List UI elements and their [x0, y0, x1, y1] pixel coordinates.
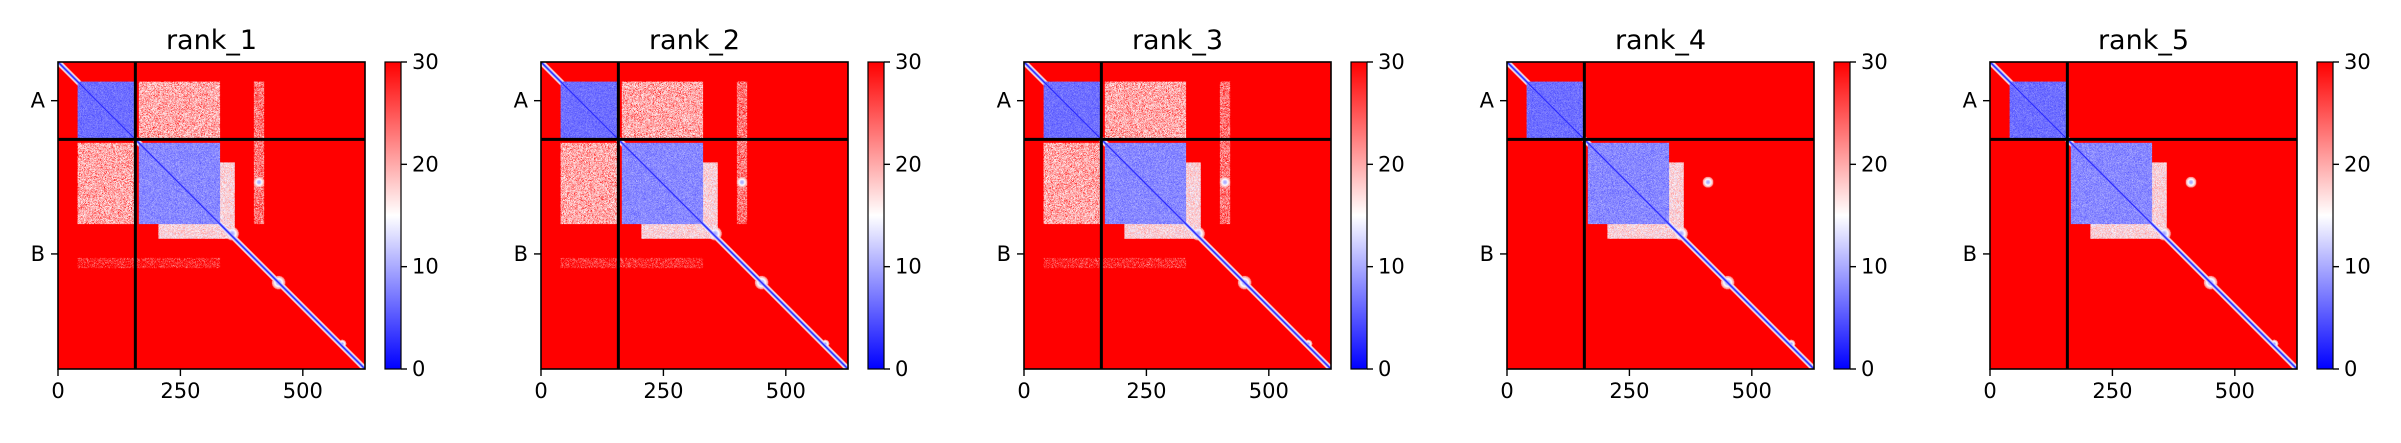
- pae-heatmap: [58, 62, 365, 369]
- x-tick-label: 250: [160, 379, 200, 403]
- pae-heatmap: [1990, 62, 2297, 369]
- chain-label: A: [997, 89, 1012, 113]
- chain-label: A: [514, 89, 529, 113]
- chain-label: B: [514, 242, 528, 266]
- panel-title: rank_5: [2098, 25, 2189, 56]
- colorbar-tick-label: 10: [1861, 255, 1888, 279]
- colorbar: [2317, 62, 2333, 369]
- pae-panel-3: rank_3 0 250 500 A B 0 10 20 30: [997, 25, 1405, 403]
- colorbar: [868, 62, 884, 369]
- colorbar-tick-label: 10: [412, 255, 439, 279]
- x-tick-label: 0: [534, 379, 547, 403]
- colorbar-tick-label: 0: [2344, 357, 2357, 381]
- x-tick-label: 250: [2092, 379, 2132, 403]
- heatmap-frame: [540, 61, 849, 370]
- x-tick-label: 500: [1249, 379, 1289, 403]
- colorbar-tick-label: 30: [1378, 50, 1405, 74]
- colorbar-tick-label: 20: [895, 152, 922, 176]
- x-tick-label: 500: [766, 379, 806, 403]
- heatmap-frame: [1023, 61, 1332, 370]
- colorbar-tick-label: 30: [2344, 50, 2371, 74]
- pae-panel-4: rank_4 0 250 500 A B 0 10 20 30: [1480, 25, 1888, 403]
- colorbar: [385, 62, 401, 369]
- chain-label: A: [1480, 89, 1495, 113]
- x-tick-label: 0: [51, 379, 64, 403]
- pae-heatmap: [541, 62, 848, 369]
- colorbar-frame: [2316, 61, 2334, 370]
- heatmap-frame: [1989, 61, 2298, 370]
- colorbar-tick-label: 0: [1378, 357, 1391, 381]
- chain-label: B: [31, 242, 45, 266]
- panel-title: rank_4: [1615, 25, 1706, 56]
- pae-panel-5: rank_5 0 250 500 A B 0 10 20 30: [1963, 25, 2371, 403]
- heatmap-frame: [1506, 61, 1815, 370]
- panel-title: rank_2: [649, 25, 740, 56]
- pae-heatmap: [1507, 62, 1814, 369]
- x-tick-label: 500: [1732, 379, 1772, 403]
- colorbar-tick-label: 20: [1861, 152, 1888, 176]
- colorbar-frame: [1833, 61, 1851, 370]
- colorbar: [1834, 62, 1850, 369]
- x-tick-label: 250: [643, 379, 683, 403]
- x-tick-label: 0: [1500, 379, 1513, 403]
- colorbar-tick-label: 30: [412, 50, 439, 74]
- x-tick-label: 0: [1017, 379, 1030, 403]
- colorbar-tick-label: 30: [895, 50, 922, 74]
- colorbar: [1351, 62, 1367, 369]
- x-tick-label: 500: [283, 379, 323, 403]
- x-tick-label: 500: [2215, 379, 2255, 403]
- chain-label: A: [1963, 89, 1978, 113]
- pae-panel-1: rank_1 0 250 500 A B 0 10 20 30: [31, 25, 439, 403]
- chain-label: B: [997, 242, 1011, 266]
- heatmap-frame: [57, 61, 366, 370]
- colorbar-tick-label: 0: [1861, 357, 1874, 381]
- chain-label: A: [31, 89, 46, 113]
- colorbar-frame: [384, 61, 402, 370]
- x-tick-label: 250: [1609, 379, 1649, 403]
- chain-label: B: [1963, 242, 1977, 266]
- x-tick-label: 0: [1983, 379, 1996, 403]
- colorbar-frame: [1350, 61, 1368, 370]
- panel-title: rank_1: [166, 25, 257, 56]
- colorbar-tick-label: 10: [895, 255, 922, 279]
- x-tick-label: 250: [1126, 379, 1166, 403]
- chain-label: B: [1480, 242, 1494, 266]
- colorbar-tick-label: 20: [412, 152, 439, 176]
- colorbar-frame: [867, 61, 885, 370]
- colorbar-tick-label: 0: [412, 357, 425, 381]
- colorbar-tick-label: 10: [2344, 255, 2371, 279]
- colorbar-tick-label: 20: [2344, 152, 2371, 176]
- colorbar-tick-label: 0: [895, 357, 908, 381]
- pae-heatmap: [1024, 62, 1331, 369]
- panel-title: rank_3: [1132, 25, 1223, 56]
- colorbar-tick-label: 20: [1378, 152, 1405, 176]
- pae-panel-2: rank_2 0 250 500 A B 0 10 20 30: [514, 25, 922, 403]
- colorbar-tick-label: 10: [1378, 255, 1405, 279]
- colorbar-tick-label: 30: [1861, 50, 1888, 74]
